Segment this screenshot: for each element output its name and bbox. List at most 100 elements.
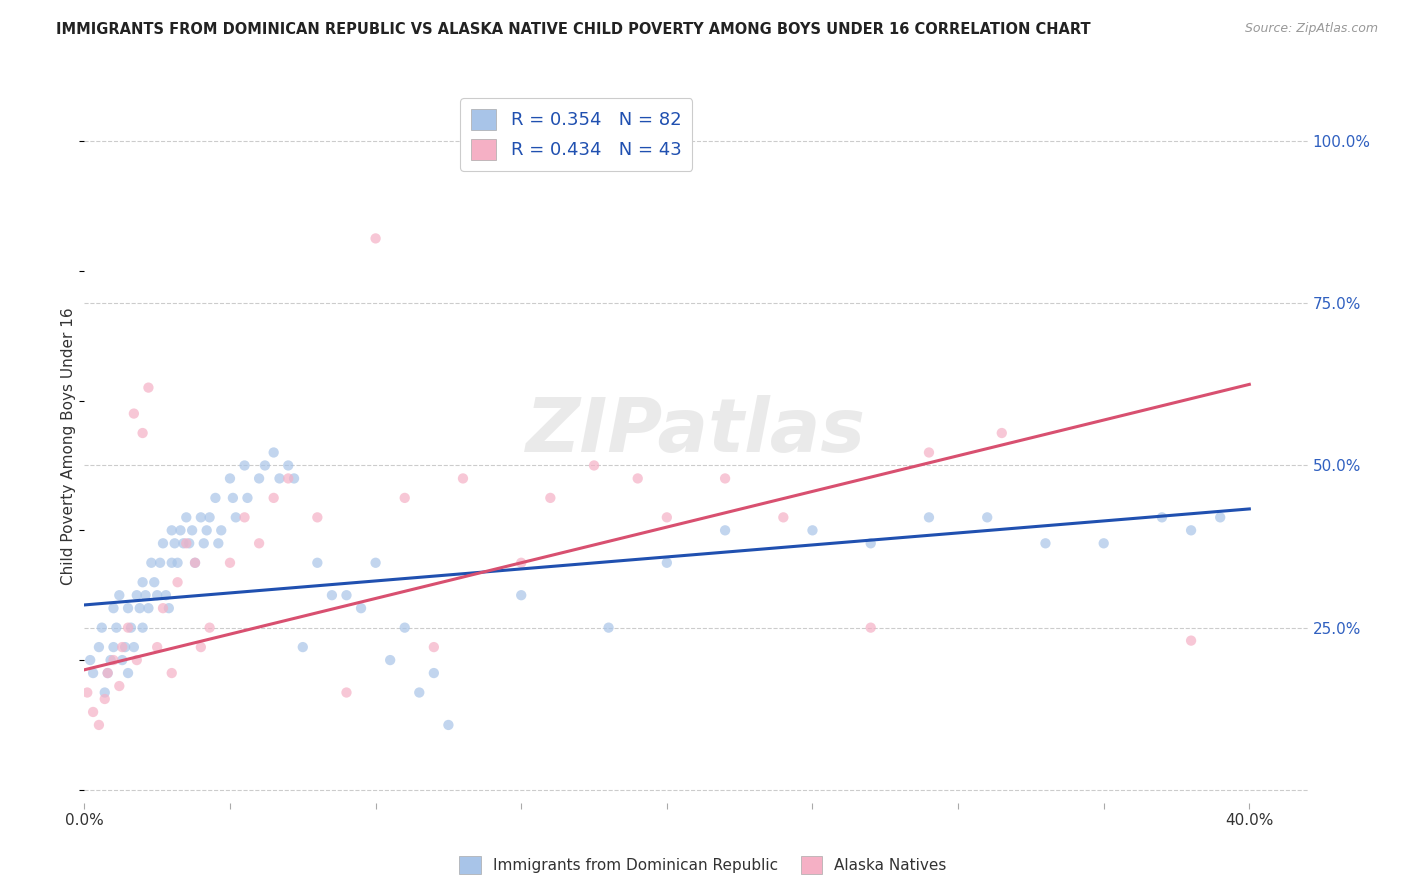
Point bbox=[207, 536, 229, 550]
Point bbox=[307, 556, 329, 570]
Point bbox=[335, 588, 357, 602]
Point bbox=[122, 407, 145, 421]
Point bbox=[222, 491, 245, 505]
Point bbox=[87, 640, 110, 654]
Point bbox=[350, 601, 373, 615]
Point bbox=[918, 510, 941, 524]
Point bbox=[128, 601, 150, 615]
Point bbox=[184, 556, 207, 570]
Point bbox=[423, 640, 446, 654]
Point bbox=[166, 575, 188, 590]
Point bbox=[138, 601, 160, 615]
Point bbox=[90, 621, 112, 635]
Point bbox=[166, 556, 188, 570]
Point bbox=[125, 653, 148, 667]
Point bbox=[408, 685, 430, 699]
Point bbox=[152, 601, 174, 615]
Point bbox=[1150, 510, 1173, 524]
Text: ZIPatlas: ZIPatlas bbox=[526, 395, 866, 468]
Text: Source: ZipAtlas.com: Source: ZipAtlas.com bbox=[1244, 22, 1378, 36]
Point bbox=[103, 653, 125, 667]
Point bbox=[93, 685, 117, 699]
Point bbox=[283, 471, 305, 485]
Point bbox=[76, 685, 98, 699]
Point bbox=[169, 524, 191, 538]
Point bbox=[131, 425, 153, 440]
Point bbox=[269, 471, 291, 485]
Point bbox=[172, 536, 194, 550]
Point bbox=[176, 536, 198, 550]
Point bbox=[1180, 524, 1202, 538]
Point bbox=[195, 524, 218, 538]
Point bbox=[160, 556, 183, 570]
Point bbox=[263, 491, 285, 505]
Point bbox=[125, 588, 148, 602]
Point bbox=[114, 640, 136, 654]
Point bbox=[131, 575, 153, 590]
Point bbox=[598, 621, 620, 635]
Point bbox=[155, 588, 177, 602]
Point bbox=[307, 510, 329, 524]
Point bbox=[146, 640, 169, 654]
Point bbox=[100, 653, 122, 667]
Point bbox=[97, 666, 120, 681]
Point bbox=[225, 510, 247, 524]
Point bbox=[181, 524, 204, 538]
Point bbox=[143, 575, 166, 590]
Point bbox=[976, 510, 998, 524]
Point bbox=[93, 692, 117, 706]
Point bbox=[157, 601, 180, 615]
Point bbox=[111, 640, 134, 654]
Point bbox=[82, 705, 104, 719]
Point bbox=[394, 621, 416, 635]
Point bbox=[117, 601, 139, 615]
Point bbox=[859, 621, 882, 635]
Legend: Immigrants from Dominican Republic, Alaska Natives: Immigrants from Dominican Republic, Alas… bbox=[453, 850, 953, 880]
Point bbox=[451, 471, 474, 485]
Point bbox=[655, 556, 678, 570]
Point bbox=[291, 640, 314, 654]
Point bbox=[437, 718, 460, 732]
Point bbox=[277, 458, 299, 473]
Point bbox=[1209, 510, 1232, 524]
Point bbox=[82, 666, 104, 681]
Point bbox=[219, 556, 242, 570]
Point bbox=[321, 588, 343, 602]
Point bbox=[1092, 536, 1115, 550]
Point bbox=[277, 471, 299, 485]
Point bbox=[108, 679, 131, 693]
Point bbox=[219, 471, 242, 485]
Point bbox=[198, 510, 221, 524]
Point bbox=[190, 640, 212, 654]
Point bbox=[1035, 536, 1057, 550]
Point bbox=[108, 588, 131, 602]
Point bbox=[583, 458, 606, 473]
Point bbox=[364, 556, 387, 570]
Text: IMMIGRANTS FROM DOMINICAN REPUBLIC VS ALASKA NATIVE CHILD POVERTY AMONG BOYS UND: IMMIGRANTS FROM DOMINICAN REPUBLIC VS AL… bbox=[56, 22, 1091, 37]
Point bbox=[263, 445, 285, 459]
Point bbox=[233, 510, 256, 524]
Point bbox=[111, 653, 134, 667]
Point bbox=[538, 491, 561, 505]
Point bbox=[380, 653, 402, 667]
Point bbox=[209, 524, 232, 538]
Point bbox=[233, 458, 256, 473]
Point bbox=[510, 556, 533, 570]
Point bbox=[87, 718, 110, 732]
Point bbox=[141, 556, 163, 570]
Point bbox=[135, 588, 157, 602]
Point bbox=[859, 536, 882, 550]
Legend: R = 0.354   N = 82, R = 0.434   N = 43: R = 0.354 N = 82, R = 0.434 N = 43 bbox=[460, 98, 693, 170]
Point bbox=[204, 491, 226, 505]
Point bbox=[253, 458, 276, 473]
Y-axis label: Child Poverty Among Boys Under 16: Child Poverty Among Boys Under 16 bbox=[60, 307, 76, 585]
Point bbox=[198, 621, 221, 635]
Point bbox=[131, 621, 153, 635]
Point bbox=[655, 510, 678, 524]
Point bbox=[714, 524, 737, 538]
Point bbox=[1180, 633, 1202, 648]
Point bbox=[103, 640, 125, 654]
Point bbox=[103, 601, 125, 615]
Point bbox=[772, 510, 794, 524]
Point bbox=[247, 536, 270, 550]
